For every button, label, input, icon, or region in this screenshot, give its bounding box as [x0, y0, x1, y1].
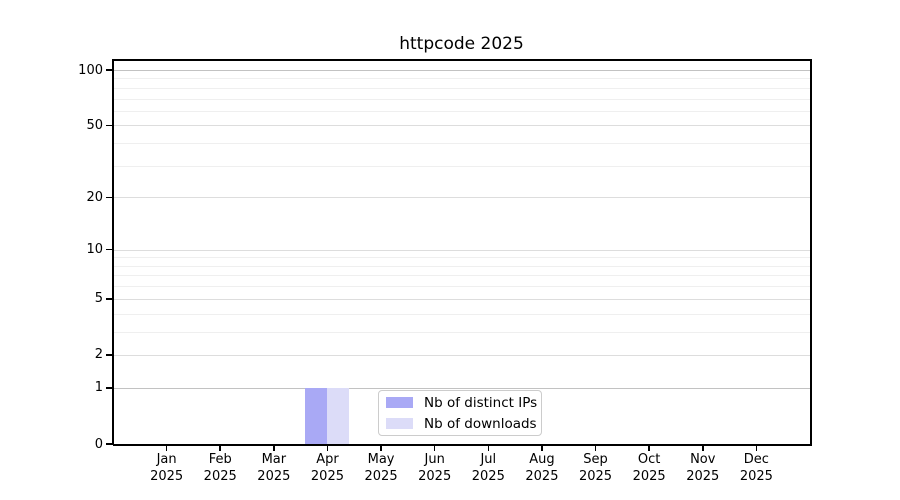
y-tick-mark [106, 248, 113, 251]
plot-area [113, 60, 810, 444]
x-tick-mark [755, 445, 758, 451]
y-gridline-minor [113, 313, 810, 315]
y-gridline-minor [113, 110, 810, 112]
x-tick-label: Dec 2025 [739, 452, 773, 484]
x-tick-label: Jun 2025 [418, 452, 452, 484]
y-tick-mark [106, 387, 113, 389]
bar-nb-of-downloads [327, 387, 350, 444]
x-tick-label: May 2025 [364, 452, 398, 484]
x-tick-mark [541, 445, 543, 451]
x-tick-label: Sep 2025 [578, 452, 613, 484]
y-tick-label: 50 [86, 117, 103, 133]
y-tick-label: 2 [94, 347, 103, 363]
legend-entry-nb-of-distinct-ips: Nb of distinct IPs [386, 395, 541, 411]
x-tick-mark [702, 445, 704, 451]
x-tick-mark [380, 445, 382, 451]
y-tick-mark [106, 69, 113, 71]
y-gridline-minor [113, 98, 810, 100]
y-gridline-major [113, 249, 810, 251]
y-gridline-minor [113, 275, 810, 277]
x-tick-label: Oct 2025 [632, 452, 666, 484]
y-tick-label: 20 [86, 189, 103, 205]
x-tick-mark [648, 445, 650, 451]
y-gridline-minor [113, 78, 810, 80]
legend-label-nb-of-downloads: Nb of downloads [424, 415, 537, 432]
y-gridline-major [113, 354, 810, 356]
y-gridline-minor [113, 87, 810, 89]
y-tick-mark [106, 354, 113, 356]
x-tick-mark [219, 445, 221, 451]
y-gridline-major [113, 125, 810, 127]
x-tick-label: Jul 2025 [471, 452, 505, 484]
bar-nb-of-distinct-ips [305, 387, 328, 444]
x-tick-mark [165, 445, 168, 451]
chart-title: httpcode 2025 [399, 34, 524, 54]
legend-entry-nb-of-downloads: Nb of downloads [386, 416, 541, 432]
y-gridline-minor [113, 265, 810, 267]
legend-box: Nb of distinct IPs Nb of downloads [378, 390, 542, 436]
y-tick-label: 5 [94, 291, 103, 307]
y-tick-mark [106, 124, 113, 127]
x-tick-mark [594, 445, 597, 451]
bottom-spine [113, 444, 812, 446]
y-gridline-minor [113, 286, 810, 288]
y-tick-mark [106, 298, 113, 300]
y-tick-mark [106, 443, 113, 445]
y-gridline-minor [113, 143, 810, 145]
y-gridline-minor [113, 257, 810, 259]
y-gridline-major [113, 298, 810, 300]
x-tick-mark [273, 445, 275, 451]
x-tick-label: Nov 2025 [686, 452, 720, 484]
x-tick-label: Aug 2025 [525, 452, 559, 484]
x-tick-mark [433, 445, 436, 451]
legend-swatch-nb-of-downloads [386, 418, 413, 429]
right-spine [810, 59, 812, 445]
y-tick-label: 0 [94, 436, 103, 452]
legend-swatch-nb-of-distinct-ips [386, 397, 413, 408]
x-tick-label: Mar 2025 [257, 452, 291, 484]
x-tick-label: Apr 2025 [310, 452, 344, 484]
y-tick-mark [106, 196, 113, 199]
x-tick-mark [326, 445, 329, 451]
top-spine [113, 59, 812, 61]
y-gridline-minor [113, 331, 810, 333]
y-tick-label: 10 [86, 242, 103, 258]
y-gridline-major [113, 197, 810, 199]
legend-label-nb-of-distinct-ips: Nb of distinct IPs [424, 394, 538, 411]
x-tick-mark [487, 445, 490, 451]
y-tick-label: 1 [94, 380, 103, 396]
x-tick-label: Jan 2025 [150, 452, 184, 484]
y-gridline-minor [113, 165, 810, 167]
left-spine [112, 59, 114, 445]
x-tick-label: Feb 2025 [203, 452, 237, 484]
y-tick-label: 100 [78, 62, 103, 78]
y-gridline-major [113, 387, 810, 389]
y-gridline-major [113, 70, 810, 71]
